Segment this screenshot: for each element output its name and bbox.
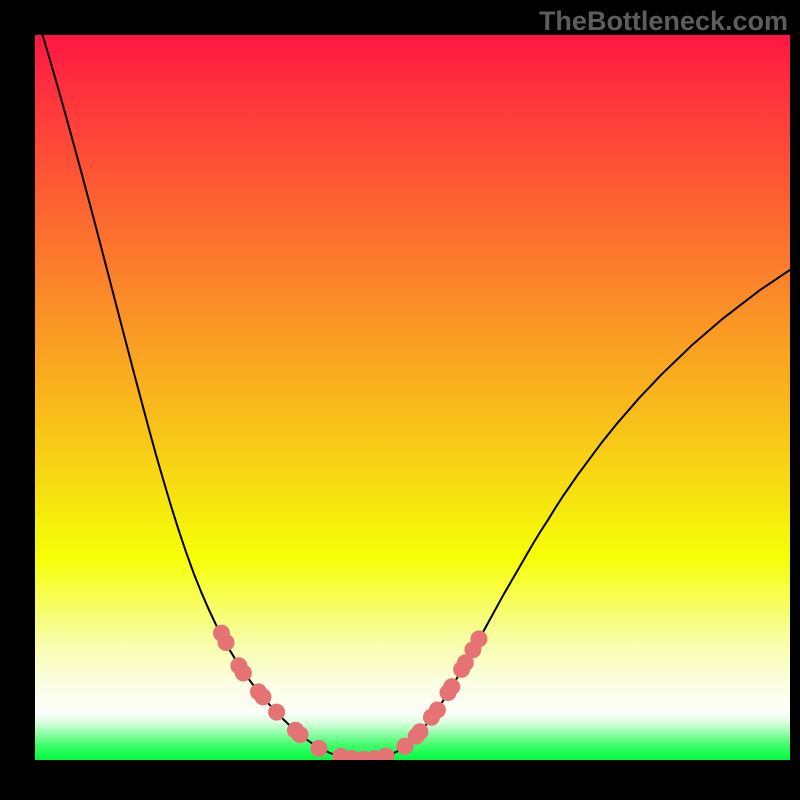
watermark-label: TheBottleneck.com <box>539 6 788 37</box>
data-marker <box>470 630 487 647</box>
data-marker <box>310 740 327 757</box>
plot-svg <box>35 35 790 760</box>
plot-area <box>35 35 790 760</box>
data-marker <box>292 726 309 743</box>
chart-frame <box>0 0 800 800</box>
data-marker <box>429 701 446 718</box>
data-marker <box>218 634 235 651</box>
data-marker <box>268 704 285 721</box>
data-marker <box>255 688 272 705</box>
data-marker <box>412 723 429 740</box>
data-marker <box>235 665 252 682</box>
data-marker <box>443 678 460 695</box>
gradient-background <box>35 35 790 760</box>
